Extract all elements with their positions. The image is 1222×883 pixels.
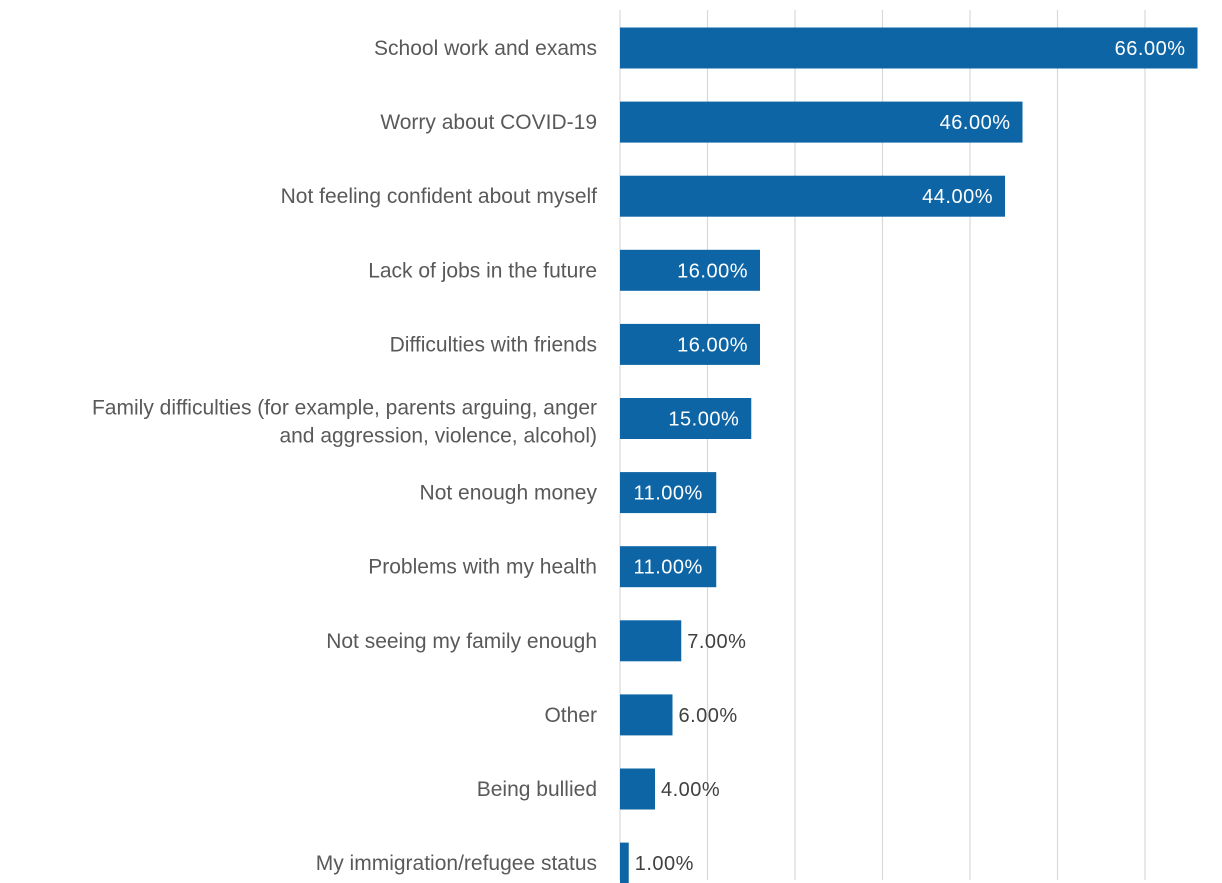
data-label: 7.00% [687,631,746,653]
data-label: 66.00% [1115,38,1186,60]
bar [620,842,629,883]
bar [620,175,1005,217]
data-label: 6.00% [679,705,738,727]
category-label: Problems with my health [368,556,597,579]
bar [620,249,760,291]
bar [620,546,717,588]
data-label: 44.00% [922,186,993,208]
bar [620,472,717,514]
category-label: Not enough money [420,482,598,505]
category-label: Being bullied [477,778,597,801]
category-label: My immigration/refugee status [316,852,597,875]
category-label: Family difficulties (for example, parent… [92,397,597,448]
data-label: 1.00% [635,853,694,875]
data-label: 16.00% [677,334,748,356]
data-label: 46.00% [940,112,1011,134]
bar [620,620,682,662]
category-label: School work and exams [374,37,597,60]
category-label: Other [544,704,597,727]
category-label: Not seeing my family enough [326,630,597,653]
bar [620,398,752,439]
data-label: 15.00% [668,409,739,431]
data-label: 4.00% [661,779,720,801]
data-label: 16.00% [677,260,748,282]
gridlines [619,10,1146,880]
bar [620,101,1023,143]
bars [620,27,1198,883]
bar [620,768,655,810]
category-labels: School work and exams Worry about COVID-1… [92,37,598,875]
bar [620,694,673,736]
category-label: Worry about COVID-19 [380,111,597,134]
data-label: 11.00% [633,557,702,579]
category-label: Not feeling confident about myself [281,185,598,208]
category-label: Difficulties with friends [390,333,597,356]
bar [620,323,760,365]
data-labels: 66.00% 46.00% 44.00% 16.00% 16.00% 15.00% 11.0… [633,38,1185,875]
data-label: 11.00% [633,483,702,505]
category-label: Lack of jobs in the future [368,259,597,282]
bar [620,27,1198,69]
